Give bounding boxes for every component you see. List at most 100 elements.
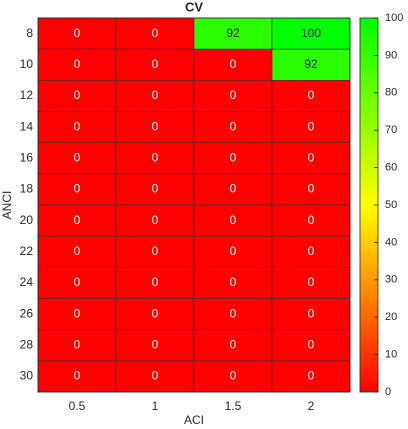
heatmap-cell [37, 298, 117, 330]
heatmap-cell [271, 48, 351, 81]
cell-label: 0 [74, 213, 81, 227]
colorbar-tick-label: 40 [385, 236, 397, 248]
cell-label: 0 [74, 119, 81, 133]
x-axis-title: ACI [184, 413, 204, 427]
heatmap-cell [271, 204, 351, 237]
heatmap-cell [271, 267, 351, 299]
y-axis-title: ANCI [0, 191, 14, 220]
heatmap-cell [271, 80, 351, 112]
heatmap-cell [37, 235, 117, 268]
cell-label: 0 [152, 119, 159, 133]
cell-label: 0 [230, 182, 237, 196]
heatmap-cell [37, 204, 117, 237]
cell-label: 0 [152, 150, 159, 164]
cell-label: 0 [230, 150, 237, 164]
cell-label: 0 [230, 337, 237, 351]
cell-label: 0 [152, 88, 159, 102]
y-tick-label: 26 [20, 306, 34, 320]
heatmap-cell [271, 360, 351, 393]
cell-label: 0 [152, 306, 159, 320]
heatmap-cell [115, 48, 195, 81]
cell-label: 0 [74, 88, 81, 102]
cell-label: 0 [308, 88, 315, 102]
heatmap-cell [115, 173, 195, 206]
x-tick-label: 1.5 [225, 399, 242, 413]
cell-label: 0 [308, 337, 315, 351]
y-tick-label: 10 [20, 57, 34, 71]
cell-label: 0 [74, 369, 81, 383]
cell-label: 0 [308, 182, 315, 196]
heatmap-cell [193, 204, 273, 237]
y-tick-label: 22 [20, 244, 34, 258]
cell-label: 0 [152, 182, 159, 196]
cell-label: 92 [304, 57, 318, 71]
cell-label: 0 [308, 369, 315, 383]
cell-label: 0 [74, 275, 81, 289]
heatmap-cell [193, 267, 273, 299]
heatmap-cell [37, 173, 117, 206]
y-tick-label: 14 [20, 119, 34, 133]
cell-label: 0 [308, 119, 315, 133]
plot-frame [37, 17, 351, 393]
heatmap-cell [115, 17, 195, 50]
cell-label: 0 [230, 119, 237, 133]
x-tick-label: 1 [152, 399, 159, 413]
cell-label: 0 [74, 26, 81, 40]
cell-label: 0 [152, 337, 159, 351]
heatmap-cell [115, 142, 195, 175]
heatmap-cell [193, 329, 273, 362]
heatmap-cell [37, 360, 117, 393]
heatmap-cell [193, 142, 273, 175]
cell-label: 0 [230, 244, 237, 258]
heatmap-cell [115, 360, 195, 393]
cell-label: 0 [308, 150, 315, 164]
cell-label: 0 [230, 369, 237, 383]
heatmap-cell [271, 142, 351, 175]
colorbar-tick-label: 0 [385, 386, 391, 398]
cell-label: 0 [230, 213, 237, 227]
y-tick-label: 12 [20, 88, 34, 102]
heatmap-cell [37, 48, 117, 81]
heatmap-cell [193, 360, 273, 393]
cell-label: 0 [74, 57, 81, 71]
colorbar-tick-label: 70 [385, 124, 397, 136]
heatmap-cell [271, 111, 351, 143]
heatmap-cell [271, 17, 351, 50]
cell-label: 0 [230, 88, 237, 102]
colorbar-tick-label: 30 [385, 274, 397, 286]
cell-label: 0 [74, 337, 81, 351]
heatmap-cell [271, 298, 351, 330]
y-tick-label: 30 [20, 369, 34, 383]
cell-label: 0 [308, 275, 315, 289]
cell-label: 0 [308, 306, 315, 320]
cell-label: 0 [74, 182, 81, 196]
cell-label: 0 [152, 275, 159, 289]
colorbar-tick-label: 90 [385, 49, 397, 61]
cell-label: 0 [230, 306, 237, 320]
cell-label: 0 [152, 57, 159, 71]
colorbar-tick-label: 10 [385, 349, 397, 361]
cell-label: 0 [230, 275, 237, 289]
cell-label: 0 [74, 244, 81, 258]
cell-label: 100 [301, 26, 321, 40]
heatmap-cell [115, 298, 195, 330]
colorbar-tick-label: 80 [385, 87, 397, 99]
heatmap-cell [115, 80, 195, 112]
y-tick-label: 16 [20, 150, 34, 164]
heatmap-cell [193, 235, 273, 268]
chart-title: CV [185, 0, 203, 14]
cell-label: 92 [226, 26, 240, 40]
heatmap-cell [193, 298, 273, 330]
cell-label: 0 [152, 213, 159, 227]
heatmap-cell [115, 111, 195, 143]
cell-label: 0 [152, 26, 159, 40]
colorbar-tick-label: 20 [385, 311, 397, 323]
x-tick-label: 2 [308, 399, 315, 413]
cell-label: 0 [152, 244, 159, 258]
colorbar-tick-label: 100 [385, 12, 403, 24]
cell-label: 0 [74, 150, 81, 164]
cell-label: 0 [230, 57, 237, 71]
heatmap-cell [37, 17, 117, 50]
heatmap-cell [115, 329, 195, 362]
